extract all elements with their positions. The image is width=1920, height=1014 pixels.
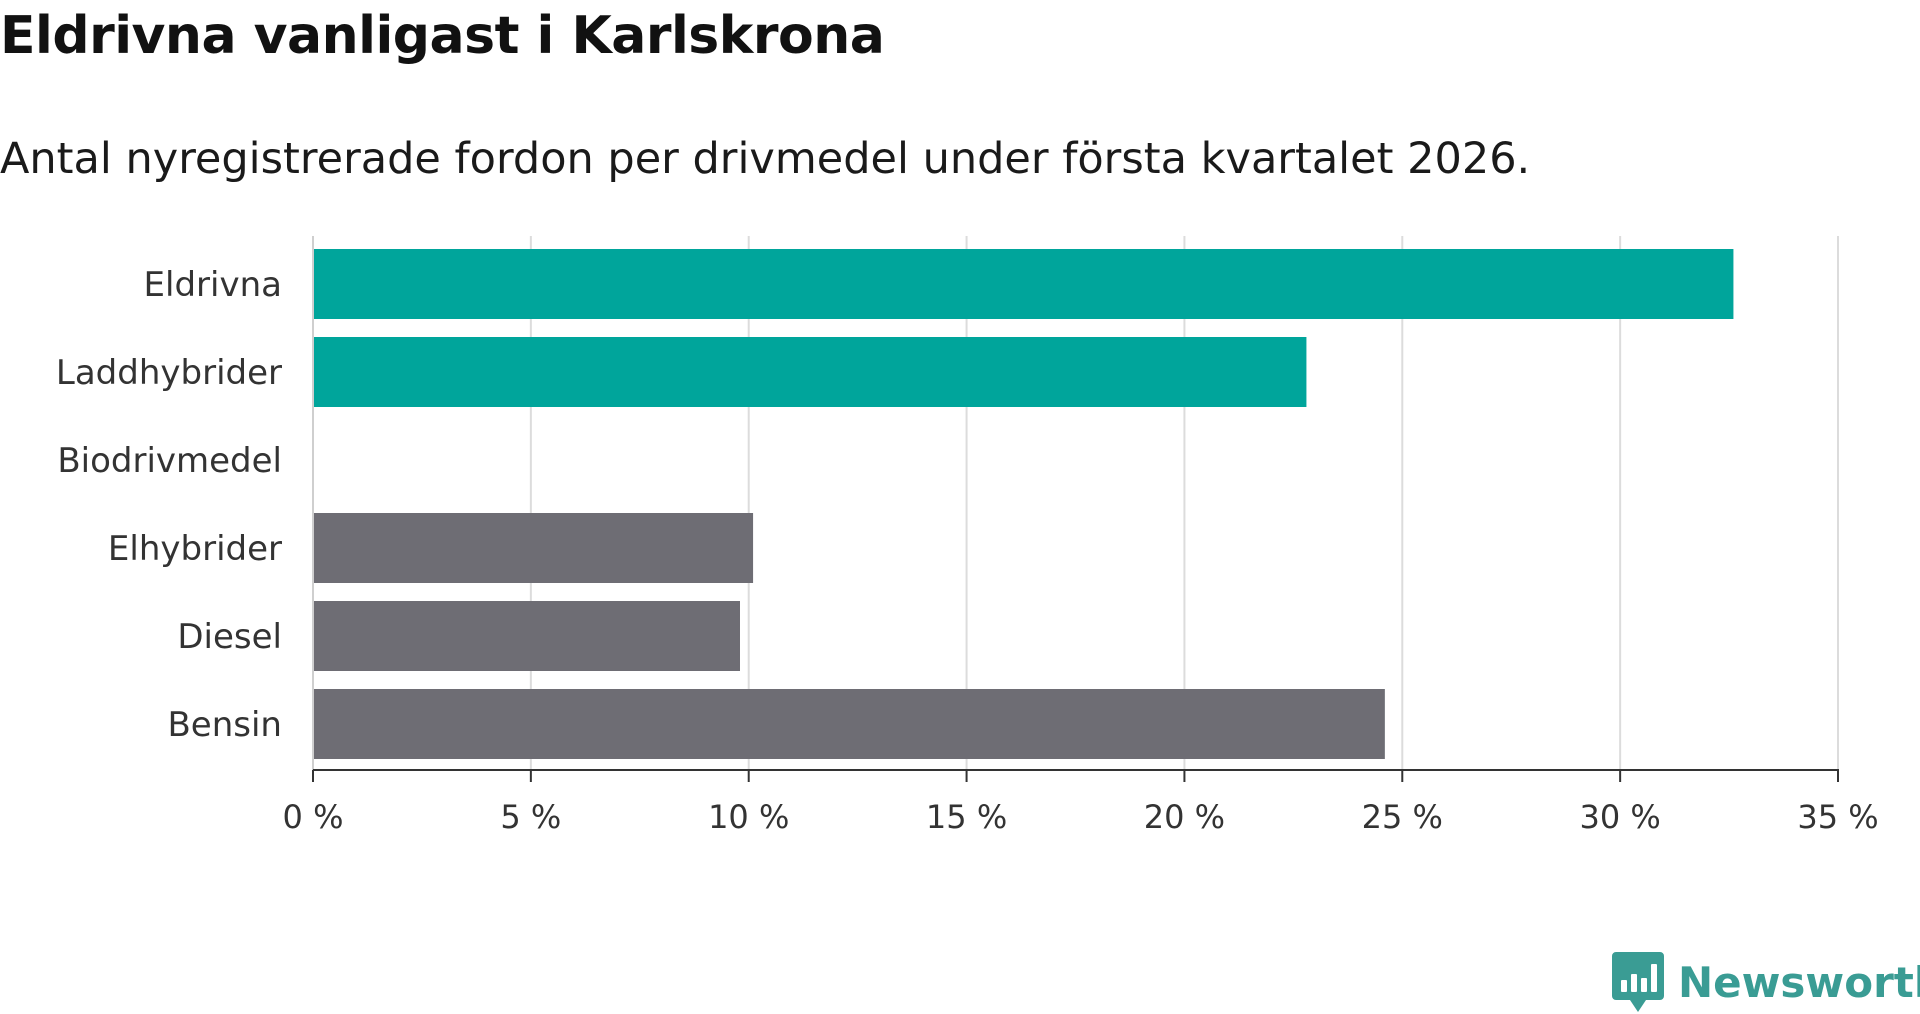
category-label: Biodrivmedel <box>57 441 282 481</box>
x-tick-label: 25 % <box>1362 798 1443 836</box>
bars <box>313 249 1734 759</box>
x-tick-label: 10 % <box>708 798 789 836</box>
category-label: Elhybrider <box>108 529 282 569</box>
newsworthy-logo-icon <box>1612 952 1664 1012</box>
x-tick-label: 35 % <box>1797 798 1878 836</box>
category-label: Eldrivna <box>144 265 282 305</box>
bar-bensin <box>313 689 1385 759</box>
category-label: Diesel <box>177 617 282 657</box>
x-tick-label: 5 % <box>500 798 561 836</box>
x-tick-label: 0 % <box>283 798 344 836</box>
chart-subtitle: Antal nyregistrerade fordon per drivmede… <box>0 134 1531 184</box>
bar-eldrivna <box>313 249 1734 319</box>
category-label: Laddhybrider <box>56 353 282 393</box>
bar-diesel <box>313 601 740 671</box>
x-tick-label: 15 % <box>926 798 1007 836</box>
bar-elhybrider <box>313 513 754 583</box>
gridlines <box>529 236 1839 770</box>
bar-laddhybrider <box>313 337 1307 407</box>
brand-name: Newsworthy <box>1678 957 1920 1007</box>
x-tick-label: 30 % <box>1579 798 1660 836</box>
category-labels: Eldrivna Laddhybrider Biodrivmedel Elhybrid… <box>56 265 282 745</box>
x-axis: 0 % 5 % 10 % 15 % 20 % 25 % 30 % 35 % <box>283 236 1879 836</box>
category-label: Bensin <box>167 705 282 745</box>
chart-title: Eldrivna vanligast i Karlskrona <box>0 6 885 66</box>
x-tick-label: 20 % <box>1144 798 1225 836</box>
brand-logo: Newsworthy <box>1612 950 1920 1014</box>
